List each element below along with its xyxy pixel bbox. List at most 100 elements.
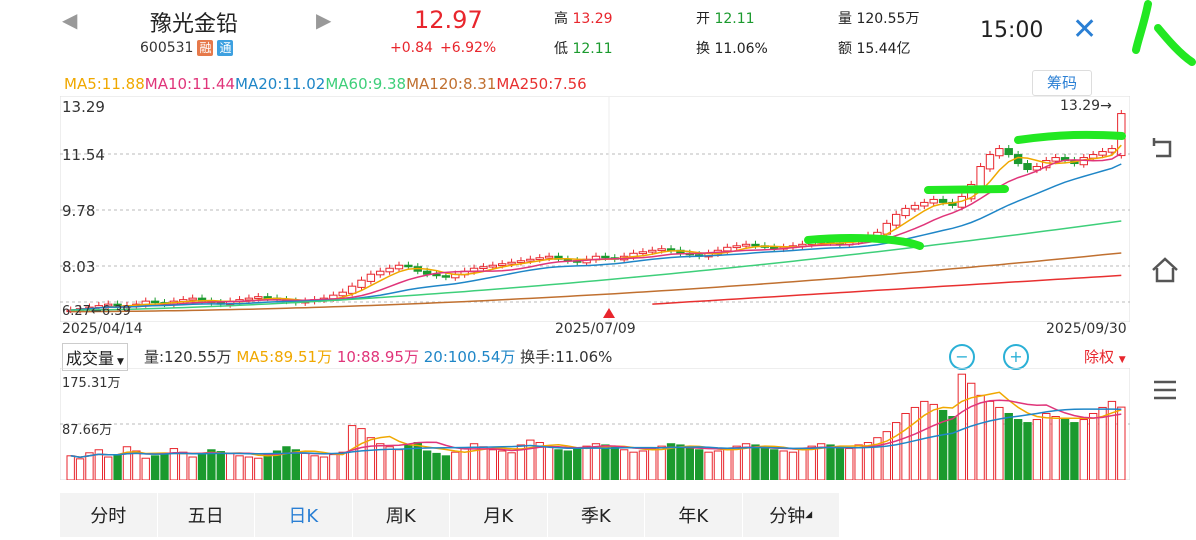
volume-bar bbox=[657, 445, 666, 480]
current-price: 12.97 bbox=[414, 6, 483, 34]
menu-icon[interactable] bbox=[1152, 378, 1178, 402]
indicator-selector[interactable]: 成交量 ▼ bbox=[62, 343, 128, 371]
zoom-out-button[interactable]: − bbox=[949, 344, 975, 370]
candle bbox=[751, 243, 760, 247]
volume-value: 120.55万 bbox=[856, 11, 920, 27]
ma10-line bbox=[70, 152, 1122, 311]
volume-bar bbox=[1032, 419, 1042, 480]
volume-bar bbox=[1060, 419, 1070, 480]
candle bbox=[357, 279, 366, 288]
candle bbox=[920, 201, 929, 207]
volume-bar bbox=[132, 450, 141, 480]
close-icon[interactable]: ✕ bbox=[1072, 12, 1098, 47]
candle bbox=[188, 297, 197, 301]
candle bbox=[648, 249, 657, 253]
volume-bar bbox=[770, 449, 779, 480]
margin-badge: 融 bbox=[197, 40, 214, 56]
candle bbox=[985, 154, 995, 170]
volume-bar bbox=[1088, 412, 1098, 480]
price-chart[interactable] bbox=[60, 96, 1130, 322]
volume-bar bbox=[976, 394, 985, 480]
volume-current: 量:120.55万 bbox=[144, 348, 232, 366]
volume-bar bbox=[582, 445, 591, 480]
volume-bar bbox=[479, 446, 488, 480]
price-axis-label: 13.29 bbox=[62, 98, 105, 116]
volume-bar bbox=[357, 428, 366, 480]
tab-5[interactable]: 季K bbox=[548, 493, 645, 537]
next-stock-arrow[interactable]: ▶ bbox=[316, 8, 332, 32]
volume-bar bbox=[244, 456, 254, 480]
tab-2[interactable]: 日K bbox=[255, 493, 353, 537]
caret-down-icon: ▼ bbox=[117, 357, 124, 367]
high-value: 13.29 bbox=[572, 11, 613, 27]
volume-bar bbox=[498, 450, 507, 480]
ma250-value: MA250:7.56 bbox=[496, 75, 587, 93]
volume-bar bbox=[1117, 406, 1126, 480]
volume-bar bbox=[291, 449, 301, 480]
volume-bar bbox=[1098, 406, 1107, 480]
ma20-value: MA20:11.02 bbox=[235, 75, 326, 93]
volume-bar bbox=[723, 448, 732, 480]
volume-bar bbox=[1042, 412, 1051, 480]
volume-axis-label: 175.31万 bbox=[62, 376, 121, 391]
indicator-selector-label: 成交量 bbox=[66, 349, 115, 368]
candle bbox=[1051, 157, 1060, 162]
tab-0[interactable]: 分时 bbox=[60, 493, 158, 537]
back-icon[interactable] bbox=[1150, 136, 1178, 162]
volume-bar bbox=[1004, 412, 1013, 480]
annotation-stroke bbox=[1014, 130, 1126, 144]
volume-bar bbox=[854, 444, 863, 480]
home-icon[interactable] bbox=[1150, 256, 1180, 284]
low-value: 12.11 bbox=[572, 41, 613, 57]
open-label: 开 bbox=[696, 11, 710, 27]
price-axis-label: 8.03 bbox=[62, 258, 96, 276]
annotation-stroke bbox=[924, 185, 1009, 194]
date-label: 2025/04/14 bbox=[62, 321, 143, 337]
volume-bar bbox=[1051, 416, 1060, 480]
corner-icon: ◢ bbox=[805, 510, 813, 520]
volume-turnover: 换手:11.06% bbox=[520, 348, 613, 366]
volume-ma10: 10:88.95万 bbox=[336, 348, 419, 366]
annotation-stroke bbox=[1132, 0, 1196, 66]
tab-6[interactable]: 年K bbox=[645, 493, 743, 537]
volume-bar bbox=[338, 451, 347, 480]
candle bbox=[385, 267, 394, 273]
candle bbox=[338, 291, 347, 297]
volume-bar bbox=[910, 406, 920, 480]
volume-bar bbox=[610, 446, 619, 480]
tab-4[interactable]: 月K bbox=[450, 493, 548, 537]
volume-bar bbox=[882, 431, 891, 480]
candle bbox=[910, 204, 920, 210]
stock-code-row: 600531 融通 bbox=[140, 40, 234, 56]
volume-bar bbox=[957, 373, 967, 480]
prev-stock-arrow[interactable]: ◀ bbox=[62, 8, 78, 32]
volume-bar bbox=[544, 446, 554, 480]
tab-3[interactable]: 周K bbox=[353, 493, 450, 537]
volume-bar bbox=[404, 444, 413, 480]
volume-bar bbox=[272, 450, 282, 480]
volume-bar bbox=[319, 456, 329, 480]
chip-distribution-button[interactable]: 筹码 bbox=[1032, 70, 1092, 96]
turnover-value: 11.06% bbox=[714, 41, 768, 57]
volume-bar bbox=[535, 442, 544, 480]
zoom-in-button[interactable]: + bbox=[1003, 344, 1029, 370]
volume-bar bbox=[1013, 419, 1023, 480]
candle bbox=[723, 246, 732, 252]
volume-bar bbox=[929, 403, 938, 480]
volume-bar bbox=[732, 445, 741, 480]
tab-7[interactable]: 分钟 ◢ bbox=[743, 493, 840, 537]
adjustment-selector[interactable]: 除权 ▼ bbox=[1084, 346, 1126, 367]
volume-bar bbox=[488, 449, 498, 480]
tab-1[interactable]: 五日 bbox=[158, 493, 255, 537]
high-price-marker: 13.29→ bbox=[1060, 98, 1112, 114]
candle bbox=[657, 248, 666, 252]
volume-bar bbox=[1070, 422, 1079, 480]
candle bbox=[104, 303, 113, 307]
candle bbox=[891, 213, 901, 226]
volume-ma20-line bbox=[70, 408, 1122, 459]
volume-bar bbox=[751, 444, 760, 480]
volume-chart[interactable] bbox=[60, 368, 1130, 480]
candle bbox=[507, 261, 516, 265]
volume-bar bbox=[160, 452, 169, 480]
volume-bar bbox=[629, 451, 638, 480]
